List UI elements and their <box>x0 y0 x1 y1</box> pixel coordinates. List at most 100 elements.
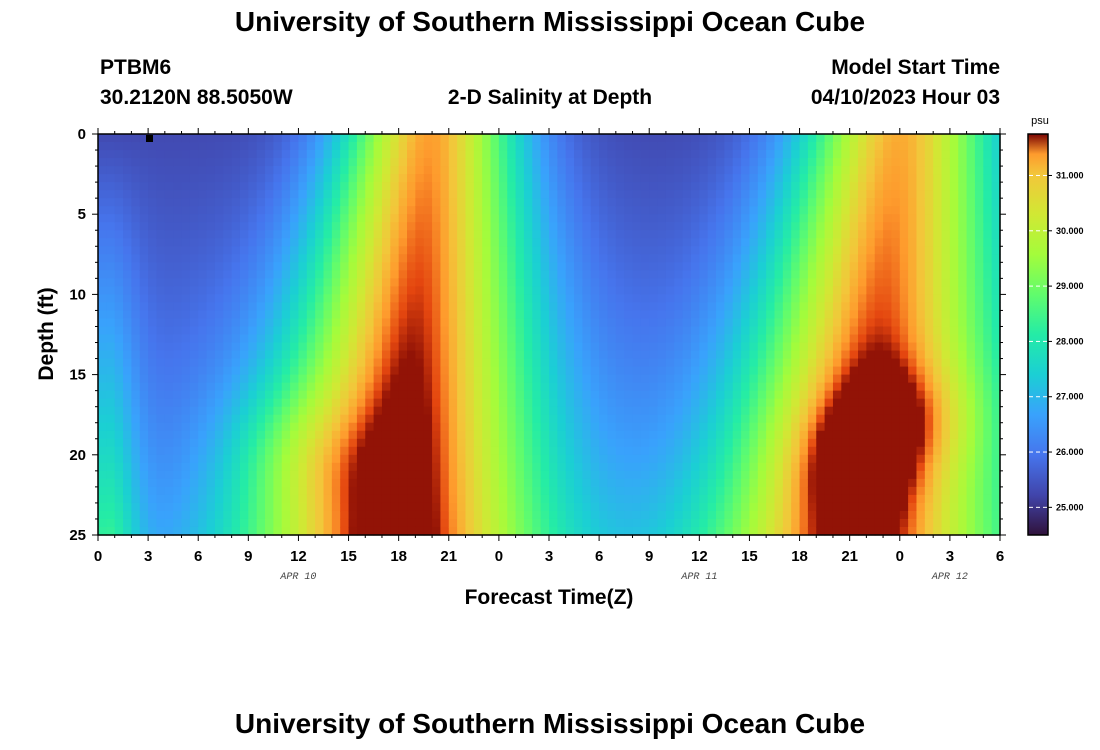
heatmap-cell <box>791 198 801 207</box>
heatmap-cell <box>381 366 391 376</box>
heatmap-cell <box>106 382 116 392</box>
heatmap-cell <box>665 150 675 159</box>
heatmap-cell <box>373 318 383 328</box>
heatmap-cell <box>732 438 742 448</box>
heatmap-cell <box>574 334 584 344</box>
heatmap-cell <box>782 334 792 344</box>
heatmap-cell <box>248 358 258 368</box>
heatmap-cell <box>348 462 358 472</box>
heatmap-cell <box>540 366 550 376</box>
heatmap-cell <box>123 206 133 215</box>
heatmap-cell <box>523 134 533 143</box>
heatmap-cell <box>682 230 692 239</box>
heatmap-cell <box>156 150 166 159</box>
heatmap-cell <box>248 174 258 183</box>
heatmap-cell <box>323 230 333 239</box>
heatmap-cell <box>198 438 208 448</box>
heatmap-cell <box>340 158 350 167</box>
heatmap-cell <box>214 454 224 464</box>
heatmap-cell <box>557 382 567 392</box>
heatmap-cell <box>465 318 475 328</box>
heatmap-cell <box>565 230 575 239</box>
heatmap-cell <box>807 318 817 328</box>
heatmap-cell <box>457 182 467 191</box>
heatmap-cell <box>874 358 884 368</box>
heatmap-cell <box>164 182 174 191</box>
heatmap-cell <box>139 174 149 183</box>
heatmap-cell <box>607 414 617 424</box>
heatmap-cell <box>799 526 809 536</box>
heatmap-cell <box>248 278 258 287</box>
heatmap-cell <box>214 518 224 528</box>
heatmap-cell <box>156 350 166 360</box>
heatmap-cell <box>290 438 300 448</box>
heatmap-cell <box>532 286 542 295</box>
heatmap-cell <box>707 150 717 159</box>
heatmap-cell <box>231 206 241 215</box>
heatmap-cell <box>824 470 834 480</box>
heatmap-cell <box>206 230 216 239</box>
heatmap-cell <box>265 246 274 255</box>
heatmap-cell <box>599 270 609 279</box>
heatmap-cell <box>114 366 124 376</box>
heatmap-cell <box>457 486 467 496</box>
heatmap-cell <box>532 230 542 239</box>
heatmap-cell <box>858 454 867 464</box>
heatmap-cell <box>624 454 634 464</box>
heatmap-cell <box>807 142 817 151</box>
heatmap-cell <box>515 302 525 312</box>
heatmap-cell <box>916 518 926 528</box>
heatmap-cell <box>707 422 717 432</box>
heatmap-cell <box>557 142 567 151</box>
heatmap-cell <box>682 294 692 304</box>
heatmap-cell <box>741 182 751 191</box>
heatmap-cell <box>298 310 308 320</box>
heatmap-cell <box>139 502 149 512</box>
heatmap-cell <box>381 454 391 464</box>
heatmap-cell <box>549 134 558 143</box>
heatmap-cell <box>649 430 659 440</box>
heatmap-cell <box>206 262 216 271</box>
heatmap-cell <box>640 350 650 360</box>
heatmap-cell <box>724 214 734 223</box>
heatmap-cell <box>398 142 408 151</box>
heatmap-cell <box>741 302 751 312</box>
heatmap-cell <box>407 166 416 175</box>
heatmap-cell <box>782 294 792 304</box>
heatmap-cell <box>757 174 767 183</box>
heatmap-cell <box>281 478 291 488</box>
heatmap-cell <box>348 518 358 528</box>
heatmap-cell <box>774 406 784 416</box>
heatmap-cell <box>298 438 308 448</box>
heatmap-cell <box>189 158 199 167</box>
heatmap-cell <box>398 462 408 472</box>
heatmap-cell <box>265 350 274 360</box>
heatmap-cell <box>231 390 241 400</box>
heatmap-cell <box>908 230 918 239</box>
heatmap-cell <box>214 254 224 263</box>
heatmap-cell <box>298 406 308 416</box>
heatmap-cell <box>239 206 249 215</box>
heatmap-cell <box>381 486 391 496</box>
heatmap-cell <box>415 510 425 520</box>
heatmap-cell <box>799 478 809 488</box>
heatmap-cell <box>365 414 375 424</box>
heatmap-cell <box>265 518 274 528</box>
heatmap-cell <box>749 158 759 167</box>
heatmap-cell <box>298 318 308 328</box>
heatmap-cell <box>198 294 208 304</box>
heatmap-cell <box>832 254 842 263</box>
heatmap-cell <box>615 286 625 295</box>
heatmap-cell <box>198 478 208 488</box>
heatmap-cell <box>908 318 918 328</box>
heatmap-cell <box>189 294 199 304</box>
heatmap-cell <box>908 214 918 223</box>
heatmap-cell <box>148 270 158 279</box>
heatmap-cell <box>273 438 283 448</box>
heatmap-cell <box>123 470 133 480</box>
heatmap-cell <box>473 150 483 159</box>
heatmap-cell <box>423 422 433 432</box>
heatmap-cell <box>231 294 241 304</box>
heatmap-cell <box>198 318 208 328</box>
heatmap-cell <box>256 406 266 416</box>
